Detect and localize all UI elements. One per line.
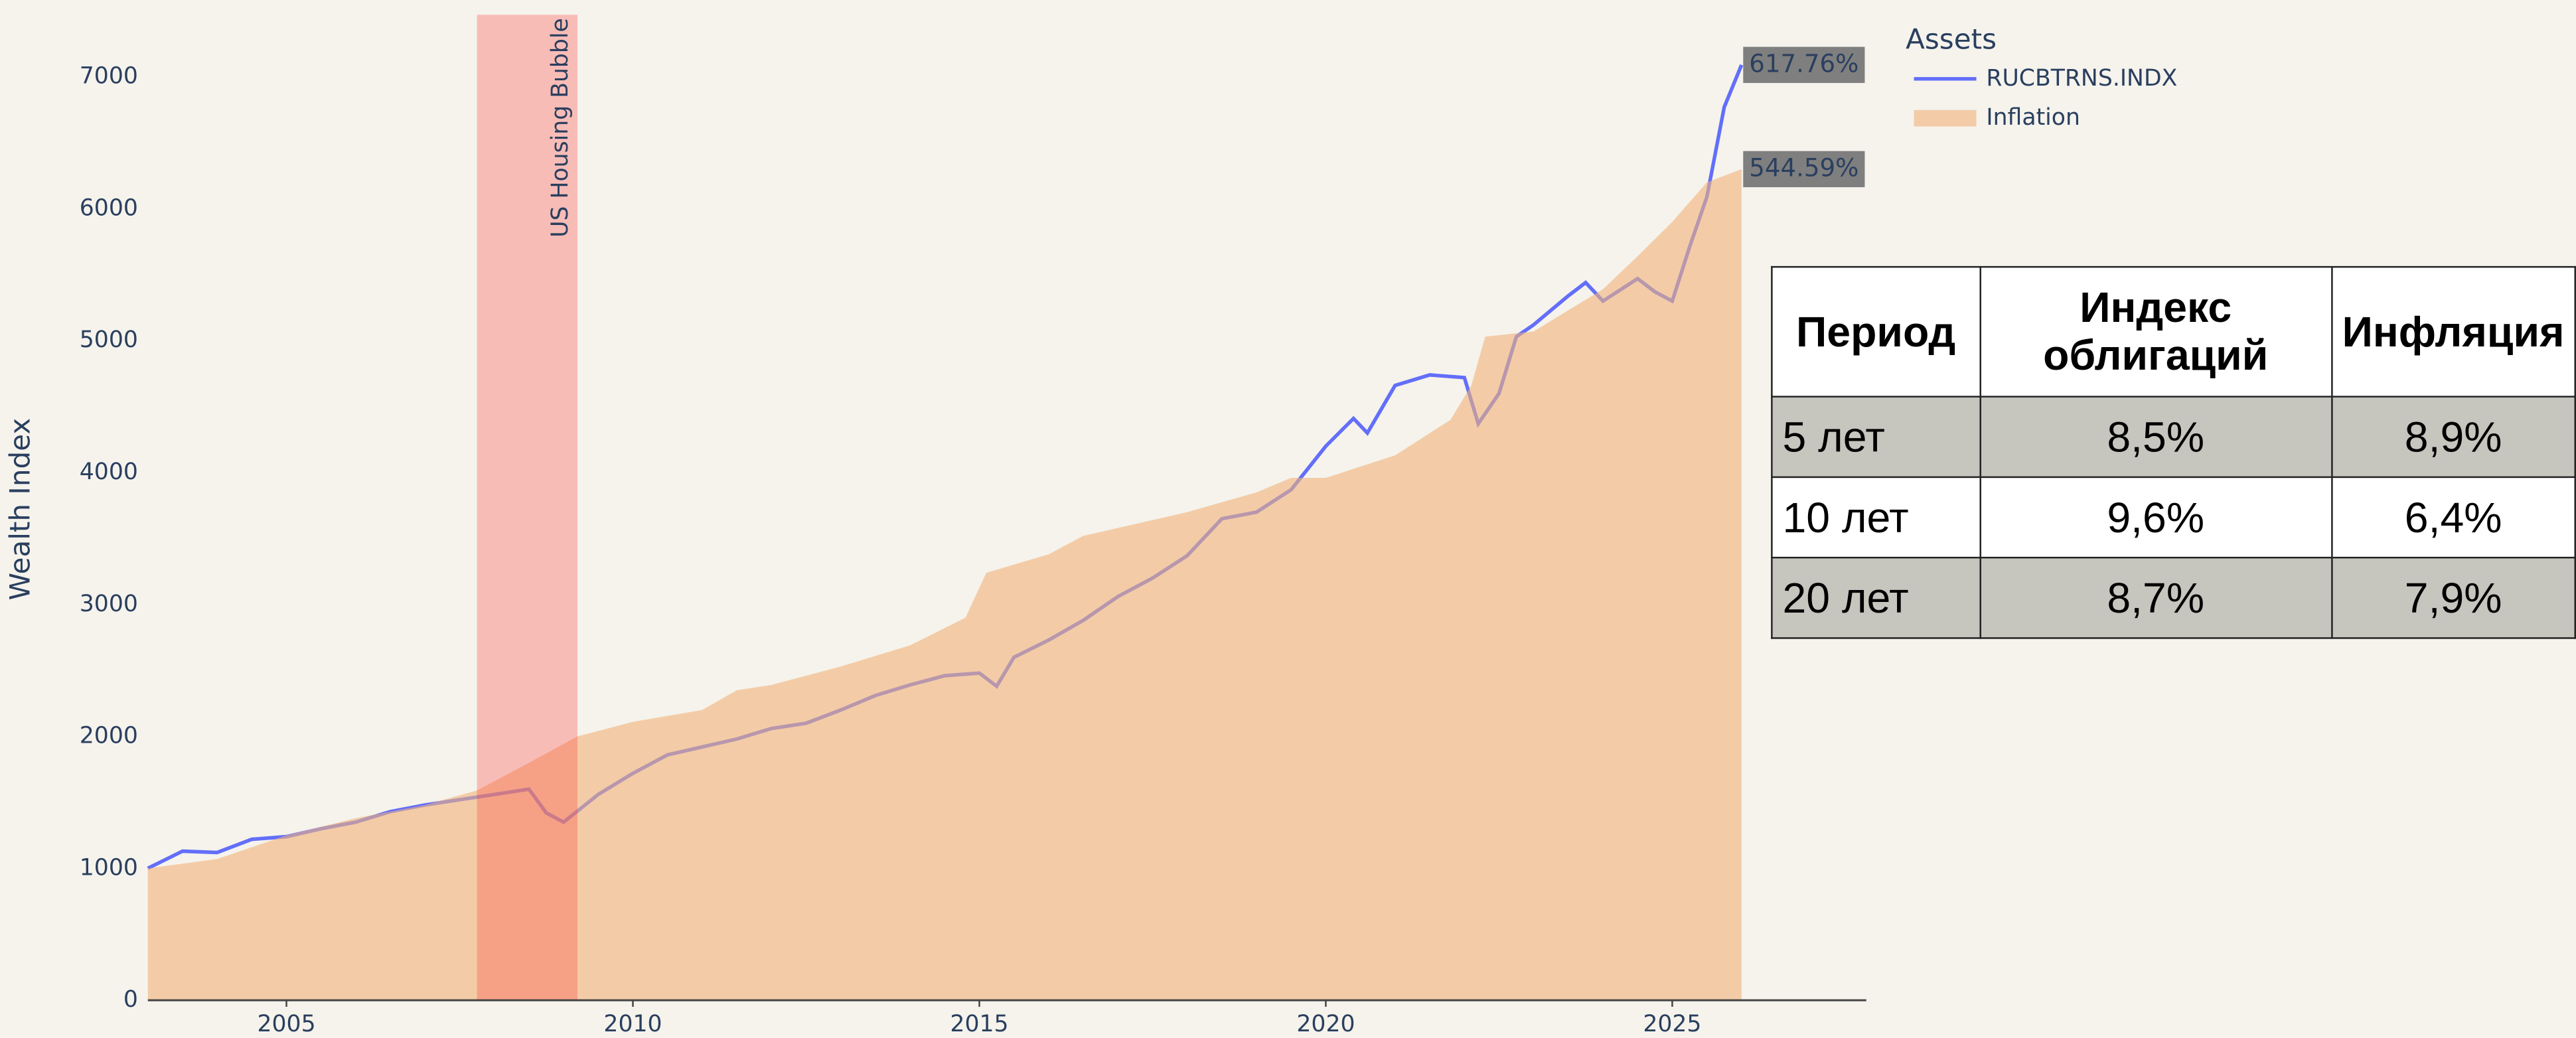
header-row: Период Индекс облигаций Инфляция	[1771, 265, 2576, 398]
table-row: 5 лет 8,5% 8,9%	[1771, 396, 2576, 479]
table-cell: 20 лет	[1771, 556, 1981, 639]
y-tick-label: 1000	[80, 854, 138, 881]
table-cell: 5 лет	[1771, 396, 1981, 479]
x-tick-label: 2005	[257, 1011, 315, 1037]
table-cell: 6,4%	[2330, 476, 2576, 559]
end-label-text: 544.59%	[1749, 153, 1858, 182]
end-label-box	[1743, 151, 1865, 188]
x-tick-label: 2015	[950, 1011, 1008, 1037]
y-axis-title: Wealth Index	[4, 418, 37, 601]
header-cell: Инфляция	[2330, 265, 2576, 398]
table-cell: 9,6%	[1979, 476, 2332, 559]
y-tick-label: 4000	[80, 459, 138, 485]
area-series	[147, 169, 1742, 1001]
table-cell: 8,7%	[1979, 556, 2332, 639]
y-tick-label: 3000	[80, 591, 138, 617]
end-label: 544.59%	[1743, 151, 1865, 188]
legend-title: Assets	[1906, 23, 1997, 55]
x-tick-label: 2010	[603, 1011, 662, 1037]
end-label: 617.76%	[1743, 46, 1865, 84]
table-cell: 8,5%	[1979, 396, 2332, 479]
y-tick-label: 6000	[80, 194, 138, 221]
legend-swatch	[1914, 110, 1977, 127]
y-tick-label: 2000	[80, 723, 138, 749]
y-tick-label: 7000	[80, 63, 138, 90]
end-label-text: 617.76%	[1749, 49, 1858, 78]
table-cell: 7,9%	[2330, 556, 2576, 639]
header-cell: Период	[1771, 265, 1981, 398]
y-tick-label: 5000	[80, 327, 138, 353]
highlight-region	[477, 15, 577, 1001]
region-label: US Housing Bubble	[547, 18, 573, 238]
table-cell: 10 лет	[1771, 476, 1981, 559]
y-tick-label: 0	[123, 986, 138, 1013]
header-cell: Индекс облигаций	[1979, 265, 2332, 398]
legend-label: Inflation	[1986, 104, 2080, 131]
legend-label: RUCBTRNS.INDX	[1986, 65, 2177, 92]
table-row: 10 лет 9,6% 6,4%	[1771, 476, 2576, 559]
table-cell: 8,9%	[2330, 396, 2576, 479]
x-tick-label: 2025	[1643, 1011, 1701, 1037]
x-tick-label: 2020	[1296, 1011, 1355, 1037]
table-row: 20 лет 8,7% 7,9%	[1771, 556, 2576, 639]
stats-table: Период Индекс облигаций Инфляция 5 лет 8,5% 8…	[1771, 265, 2576, 639]
end-label-box	[1743, 46, 1865, 84]
